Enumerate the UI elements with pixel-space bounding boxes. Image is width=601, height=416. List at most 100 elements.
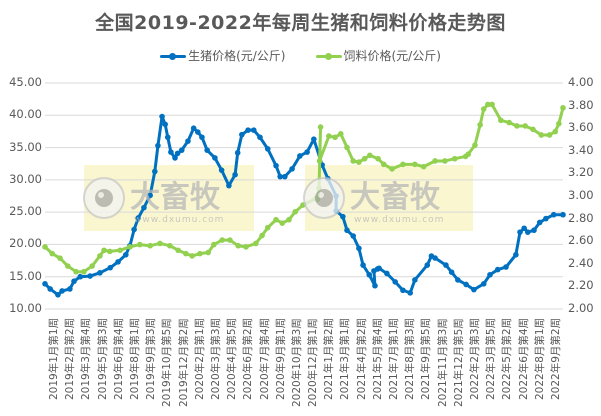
x-tick-label: 2021年11月第3周 xyxy=(436,318,449,407)
data-point xyxy=(178,147,185,153)
data-point xyxy=(389,166,395,172)
data-point xyxy=(376,265,382,272)
data-point xyxy=(115,259,121,265)
data-point xyxy=(442,158,448,164)
data-point xyxy=(279,220,286,226)
data-point xyxy=(232,171,238,178)
data-point xyxy=(195,129,201,135)
data-point xyxy=(372,282,378,289)
legend-item-pig-price[interactable]: 生猪价格(元/公斤) xyxy=(160,47,286,64)
y-right-tick-label: 3.80 xyxy=(568,97,594,112)
data-point xyxy=(199,134,205,141)
data-point xyxy=(350,158,357,164)
data-point xyxy=(471,286,477,293)
y-left-tick-label: 35.00 xyxy=(9,139,42,154)
x-tick-label: 2019年5月第3周 xyxy=(96,317,109,400)
y-left-tick-label: 40.00 xyxy=(9,107,42,122)
data-point xyxy=(443,262,449,268)
y-right-tick-label: 2.80 xyxy=(568,210,594,225)
data-point xyxy=(546,132,553,138)
data-point xyxy=(57,255,63,261)
y-right-tick-label: 2.00 xyxy=(568,301,594,315)
data-point xyxy=(292,209,298,215)
data-point xyxy=(205,249,211,256)
x-tick-label: 2020年2月第1周 xyxy=(193,317,206,400)
data-point xyxy=(360,262,366,268)
data-point xyxy=(485,101,491,108)
y-right-tick-label: 3.40 xyxy=(568,142,594,157)
svg-text:www.dxumu.com: www.dxumu.com xyxy=(354,215,444,225)
data-point xyxy=(273,162,279,169)
data-point xyxy=(59,288,65,294)
data-point xyxy=(344,144,350,151)
data-point xyxy=(560,211,566,218)
data-point xyxy=(286,216,292,223)
legend-marker-blue-icon xyxy=(160,49,187,63)
data-point xyxy=(141,204,147,211)
x-tick-label: 2019年6月第4周 xyxy=(112,317,125,400)
data-point xyxy=(47,286,53,292)
y-right-tick-label: 3.60 xyxy=(568,120,594,135)
data-point xyxy=(219,237,225,243)
y-left-tick-label: 30.00 xyxy=(9,171,42,186)
x-tick-label: 2019年2月第2周 xyxy=(64,317,77,400)
data-point xyxy=(420,163,427,170)
x-tick-label: 2020年3月第3周 xyxy=(209,317,222,400)
data-point xyxy=(350,233,357,239)
y-right-tick-label: 3.00 xyxy=(568,188,594,202)
data-point xyxy=(55,291,61,298)
x-tick-label: 2020年7月第4周 xyxy=(258,317,271,400)
legend-label: 饲料价格(元/公斤) xyxy=(343,49,441,63)
x-tick-label: 2022年6月第4周 xyxy=(517,317,530,400)
data-point xyxy=(71,278,77,285)
data-point xyxy=(239,131,245,138)
data-point xyxy=(174,150,181,157)
data-point xyxy=(448,269,455,275)
y-right-tick-label: 3.20 xyxy=(568,165,594,180)
data-point xyxy=(167,242,173,249)
data-point xyxy=(67,286,73,292)
data-point xyxy=(123,251,129,258)
data-point xyxy=(117,247,123,254)
data-point xyxy=(243,244,249,250)
legend: 生猪价格(元/公斤) 饲料价格(元/公斤) xyxy=(0,47,601,64)
data-point xyxy=(277,173,283,180)
x-tick-label: 2021年12月第5周 xyxy=(452,318,465,407)
data-point xyxy=(407,290,413,296)
data-point xyxy=(218,167,225,173)
legend-item-feed-price[interactable]: 饲料价格(元/公斤) xyxy=(315,47,441,64)
data-point xyxy=(259,232,265,239)
y-left-tick-label: 10.00 xyxy=(9,301,42,315)
data-point xyxy=(366,271,373,278)
data-point xyxy=(506,119,512,126)
data-point xyxy=(190,125,197,131)
data-point xyxy=(227,237,233,243)
x-tick-label: 2019年9月第3周 xyxy=(145,317,158,400)
svg-text:大畜牧: 大畜牧 xyxy=(130,180,221,215)
x-tick-label: 2020年4月第5周 xyxy=(226,317,239,400)
legend-marker-green-icon xyxy=(315,49,342,63)
data-point xyxy=(340,213,346,220)
x-tick-label: 2021年9月第5周 xyxy=(420,317,433,400)
data-point xyxy=(101,247,107,254)
y-left-tick-label: 45.00 xyxy=(9,75,42,89)
data-point xyxy=(304,149,310,155)
data-point xyxy=(147,242,153,249)
data-point xyxy=(550,211,557,218)
data-point xyxy=(326,133,332,139)
data-point xyxy=(197,250,203,257)
data-point xyxy=(543,215,549,222)
data-point xyxy=(164,134,171,141)
data-point xyxy=(155,142,161,149)
data-point xyxy=(400,161,406,168)
data-point xyxy=(289,166,295,172)
y-right-tick-label: 2.60 xyxy=(568,233,594,248)
data-point xyxy=(451,155,458,162)
data-point xyxy=(273,216,279,223)
data-point xyxy=(560,105,566,111)
data-point xyxy=(253,240,259,247)
data-point xyxy=(521,225,527,232)
data-point xyxy=(552,128,559,135)
